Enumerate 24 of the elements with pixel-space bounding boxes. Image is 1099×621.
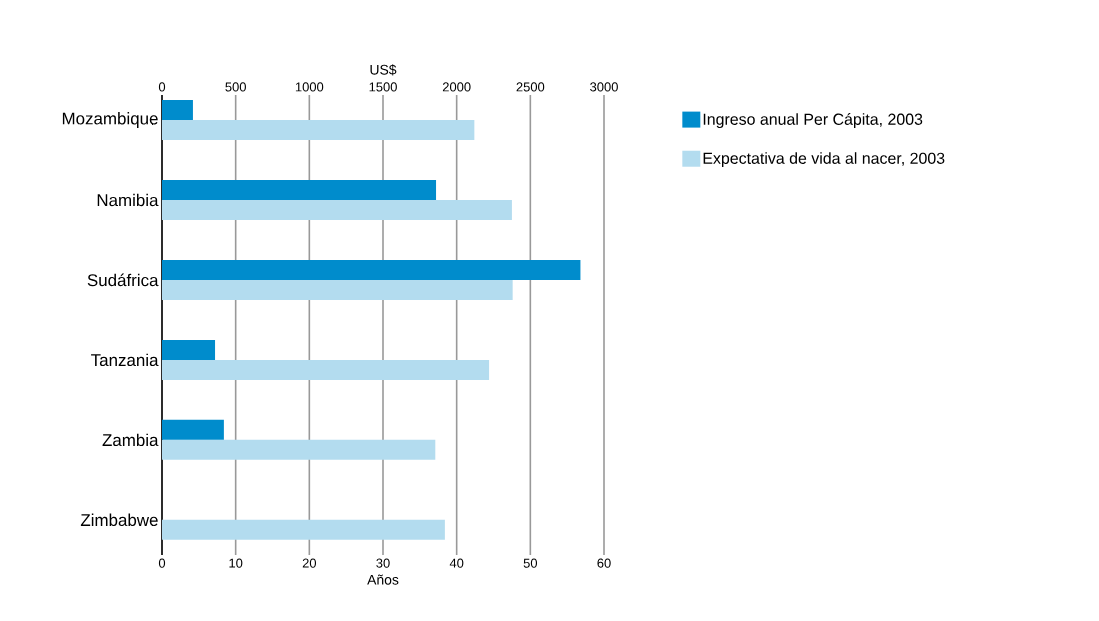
- y-tick-label: Tanzania: [91, 353, 159, 367]
- x2-tick-label: 500: [225, 82, 246, 92]
- y-tick-label: Zambia: [102, 433, 159, 447]
- y-tick-label: Namibia: [97, 193, 159, 207]
- x2-tick-label: 1500: [369, 82, 397, 92]
- x-tick-label: 30: [376, 558, 390, 568]
- x2-tick-label: 2000: [442, 82, 471, 92]
- x2-tick-label: 0: [158, 82, 166, 92]
- x2-tick-label: 1000: [295, 82, 324, 92]
- legend-label: Ingreso anual Per Cápita, 2003: [703, 112, 923, 129]
- x-tick-label: 0: [158, 558, 166, 568]
- x2-tick-label: 2500: [516, 82, 545, 92]
- x-tick-label: 60: [597, 558, 611, 568]
- x-tick-label: 50: [523, 558, 538, 568]
- y-tick-label: Sudáfrica: [87, 273, 159, 287]
- y-tick-label: Zimbabwe: [80, 513, 158, 527]
- y-tick-label: Mozambique: [62, 112, 158, 128]
- x2-tick-label: 3000: [590, 82, 618, 92]
- x-tick-label: 10: [229, 558, 243, 568]
- x-tick-label: 40: [449, 558, 464, 568]
- x2-axis-title: US$: [370, 64, 397, 76]
- x-axis-title: Años: [367, 574, 399, 585]
- legend-label: Expectativa de vida al nacer, 2003: [703, 152, 945, 168]
- x-tick-label: 20: [302, 558, 317, 568]
